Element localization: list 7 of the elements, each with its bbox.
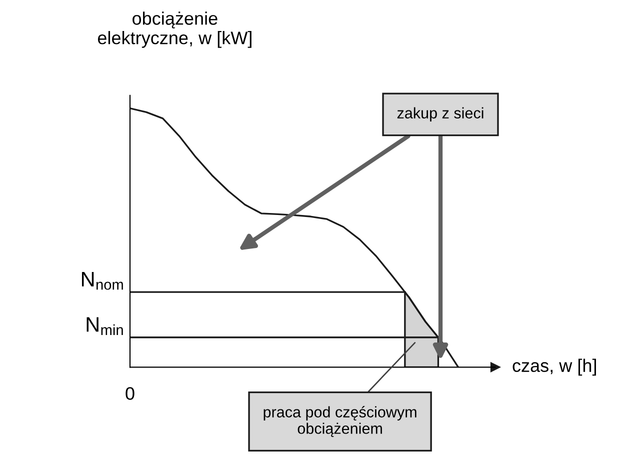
ref-line-label: N$_{min}$ — [86, 317, 123, 335]
ref-line-label: N$_{nom}$ — [82, 272, 123, 290]
annotation: zakup z sieci — [397, 107, 484, 122]
y-axis-title: obciążenie elektryczne, w [kW] — [98, 12, 252, 48]
x-axis-title: czas, w [h] — [512, 358, 596, 376]
text: praca pod częściowym obciążeniem — [264, 406, 416, 437]
text: 0 — [126, 387, 134, 400]
